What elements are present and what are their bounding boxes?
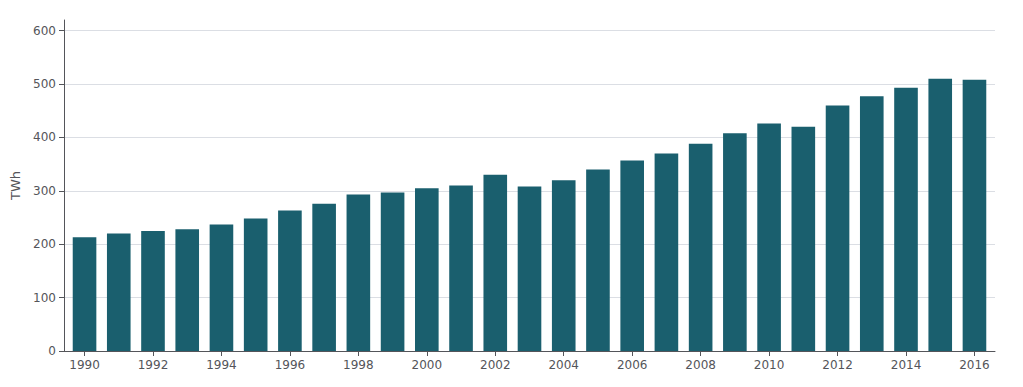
svg-text:2004: 2004 [548,358,579,372]
svg-text:2010: 2010 [754,358,785,372]
svg-text:600: 600 [33,24,56,38]
svg-text:2014: 2014 [891,358,922,372]
svg-text:1996: 1996 [275,358,306,372]
svg-text:1990: 1990 [69,358,100,372]
svg-text:2008: 2008 [685,358,716,372]
svg-text:TWh: TWh [8,171,23,201]
svg-text:100: 100 [33,291,56,305]
svg-text:200: 200 [33,237,56,251]
svg-text:2006: 2006 [617,358,648,372]
svg-text:300: 300 [33,184,56,198]
svg-text:2012: 2012 [822,358,853,372]
svg-text:0: 0 [48,344,56,358]
svg-text:500: 500 [33,77,56,91]
svg-text:1992: 1992 [138,358,169,372]
svg-text:2000: 2000 [412,358,443,372]
svg-text:400: 400 [33,130,56,144]
svg-text:1994: 1994 [206,358,237,372]
svg-text:1998: 1998 [343,358,374,372]
svg-text:2002: 2002 [480,358,511,372]
svg-text:2016: 2016 [959,358,990,372]
